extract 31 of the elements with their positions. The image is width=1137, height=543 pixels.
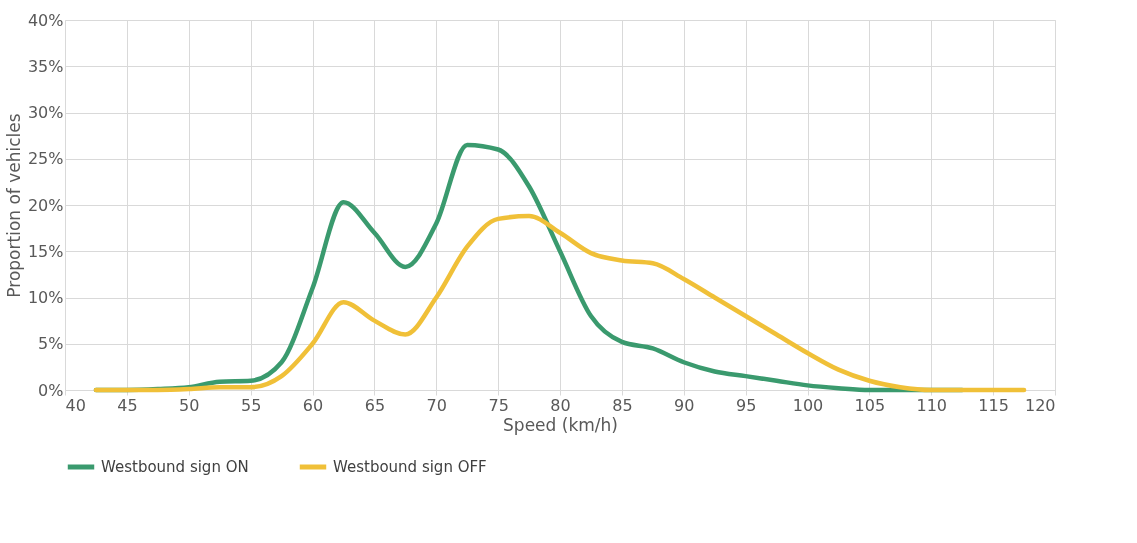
x-tick-label: 40 [65,395,86,415]
legend-label: Westbound sign ON [101,458,249,476]
legend-label: Westbound sign OFF [333,458,487,476]
x-tick-label: 60 [302,395,324,415]
y-tick-label: 35% [27,56,64,76]
line-series [93,213,1027,393]
y-axis-title: Proportion of vehicles [3,113,24,298]
x-tick-label: 45 [117,395,138,415]
x-tick-label: 65 [364,395,386,415]
y-tick-label: 25% [27,149,64,169]
y-tick-label: 5% [38,334,64,354]
x-tick-label: 110 [916,395,948,415]
y-tick-label: 20% [27,195,64,215]
x-tick-label: 70 [426,395,447,415]
y-tick-label: 40% [27,10,64,30]
y-tick-label: 0% [38,380,64,400]
x-tick-label: 75 [488,395,509,415]
x-tick-label: 100 [792,395,824,415]
x-tick-label: 115 [978,395,1009,415]
x-tick-label: 50 [179,395,200,415]
y-tick-label: 15% [27,241,64,261]
x-tick-label: 95 [735,395,757,415]
x-tick-label: 105 [854,395,886,415]
x-tick-label: 55 [240,395,262,415]
y-tick-label: 30% [27,103,64,122]
x-tick-label: 90 [674,395,695,415]
y-tick-label: 10% [27,288,64,307]
x-tick-label: 120 [1024,395,1056,415]
x-axis-title: Speed (km/h) [503,414,618,435]
x-tick-label: 85 [612,395,633,415]
x-tick-label: 80 [550,395,571,415]
